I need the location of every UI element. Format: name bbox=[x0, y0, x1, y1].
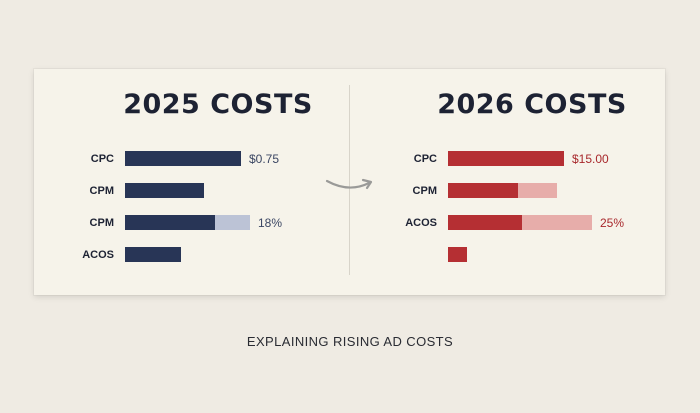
bar-primary-cpc bbox=[125, 151, 241, 166]
amazon-smile-arrow-icon bbox=[325, 178, 373, 190]
bar-primary-cpm bbox=[448, 183, 518, 198]
category-label-cpc: CPC bbox=[90, 153, 114, 165]
bar-secondary-cpm bbox=[215, 215, 250, 230]
bar-primary-cpm bbox=[125, 215, 215, 230]
bar-primary-cpc bbox=[448, 151, 564, 166]
bar-row-cpm: CPM bbox=[34, 183, 665, 199]
comparison-card: 2025 COSTS CPC $0.75 CPM CPM 18% ACOS 2026 CO… bbox=[34, 69, 665, 295]
value-label-cpm: 18% bbox=[258, 216, 283, 230]
bar-primary-cpm bbox=[125, 183, 204, 198]
category-label-cpm: CPM bbox=[89, 217, 114, 229]
panel-title-2025: 2025 COSTS bbox=[123, 89, 313, 120]
bar-row-acos: ACOS 25% bbox=[34, 215, 665, 231]
bar-row-acos: ACOS bbox=[34, 247, 665, 263]
category-label-cpc: CPC bbox=[413, 153, 437, 165]
bar-secondary-acos bbox=[522, 215, 592, 230]
chart-caption: EXPLAINING RISING AD COSTS bbox=[246, 334, 454, 349]
bar-row-cpm: CPM bbox=[34, 183, 665, 199]
category-label-acos: ACOS bbox=[405, 217, 437, 229]
bar-primary-blank bbox=[448, 247, 467, 262]
bar-primary-acos bbox=[125, 247, 181, 262]
panel-divider bbox=[349, 85, 350, 275]
category-label-cpm: CPM bbox=[89, 185, 114, 197]
bar-row-cpc: CPC $15.00 bbox=[34, 151, 665, 167]
bar-row-blank bbox=[34, 247, 665, 263]
value-label-cpc: $15.00 bbox=[572, 152, 609, 166]
value-label-acos: 25% bbox=[600, 216, 625, 230]
category-label-acos: ACOS bbox=[82, 249, 114, 261]
value-label-cpc: $0.75 bbox=[249, 152, 280, 166]
panel-title-2026: 2026 COSTS bbox=[437, 89, 627, 120]
bar-row-cpc: CPC $0.75 bbox=[34, 151, 665, 167]
bar-primary-acos bbox=[448, 215, 522, 230]
bar-row-cpm: CPM 18% bbox=[34, 215, 665, 231]
bar-secondary-cpm bbox=[518, 183, 557, 198]
category-label-cpm: CPM bbox=[412, 185, 437, 197]
